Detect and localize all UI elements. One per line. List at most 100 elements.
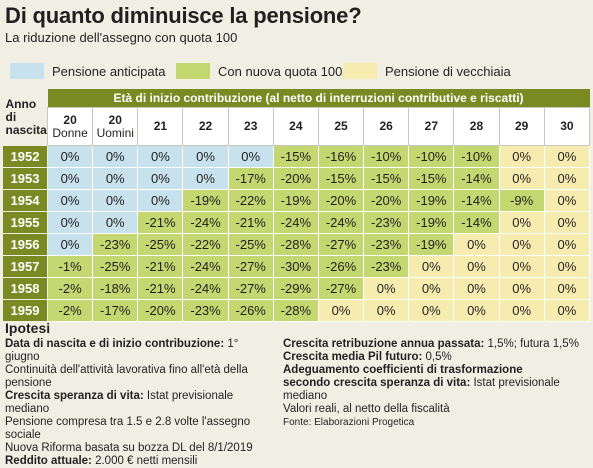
value-cell: -19% (408, 189, 455, 212)
legend-label: Con nuova quota 100 (218, 63, 343, 79)
value-cell: 0% (408, 277, 455, 300)
column-header-label: 22 (198, 119, 213, 133)
value-cell: -25% (92, 255, 139, 278)
value-cell: -18% (92, 277, 139, 300)
value-cell: 0% (317, 299, 365, 322)
value-cell: 0% (182, 167, 229, 190)
column-header-label: 21 (153, 119, 168, 133)
legend-swatch-green (176, 63, 210, 79)
value-cell: -26% (227, 299, 274, 322)
value-cell: -15% (317, 167, 365, 190)
column-header: 26 (363, 107, 410, 146)
note-text: 0,5% (422, 351, 452, 363)
value-cell: -23% (182, 299, 229, 322)
value-cell: 0% (46, 145, 94, 168)
value-cell: 0% (543, 167, 591, 190)
note-text: 1° giugno (5, 338, 239, 363)
column-header: 30 (543, 107, 591, 146)
page-title: Di quanto diminuisce la pensione? (5, 3, 362, 28)
note-line: Adeguamento coefficienti di trasformazio… (283, 364, 588, 377)
column-header: 27 (408, 107, 455, 146)
value-cell: -20% (317, 189, 365, 212)
legend-item-vecchiaia: Pensione di vecchiaia (343, 60, 511, 82)
value-cell: 0% (498, 167, 545, 190)
legend-label: Pensione di vecchiaia (385, 63, 511, 79)
note-text: Istat previsionale mediano (283, 377, 560, 402)
value-cell: 0% (182, 145, 229, 168)
value-cell: -1% (46, 255, 94, 278)
value-cell: -30% (272, 255, 319, 278)
value-cell: 0% (137, 189, 184, 212)
value-cell: -2% (46, 299, 94, 322)
note-line: Crescita speranza di vita: Istat previsi… (5, 390, 275, 416)
column-header-sub: Uomini (96, 125, 134, 140)
value-cell: 0% (543, 189, 591, 212)
note-line: Nuova Riforma basata su bozza DL del 8/1… (5, 442, 275, 455)
table-row: 1959 -2% -17% -20% -23% -26% -28% 0% 0% 0% 0% 0% 0% (2, 299, 591, 322)
value-cell: -22% (227, 189, 274, 212)
column-header: 20 Donne (46, 107, 94, 146)
note-label: secondo crescita speranza di vita: (283, 377, 471, 389)
value-cell: -28% (272, 299, 319, 322)
value-cell: 0% (453, 233, 500, 256)
value-cell: 0% (46, 211, 94, 234)
value-cell: 0% (543, 211, 591, 234)
value-cell: -2% (46, 277, 94, 300)
value-cell: 0% (498, 233, 545, 256)
value-cell: 0% (543, 145, 591, 168)
note-line: Crescita media Pil futuro: 0,5% (283, 351, 588, 364)
birth-year-cell: 1955 (2, 211, 48, 234)
column-header-label: 23 (244, 119, 258, 133)
birth-year-cell: 1954 (2, 189, 48, 212)
note-text: Continuità dell'attività lavorativa fino… (5, 364, 248, 389)
value-cell: 0% (543, 277, 591, 300)
value-cell: 0% (408, 255, 455, 278)
note-text: Valori reali, al netto della fiscalità (283, 403, 450, 415)
legend-swatch-yellow (343, 63, 377, 79)
value-cell: -23% (363, 255, 410, 278)
value-cell: -29% (272, 277, 319, 300)
note-text: 2.000 € netti mensili (91, 455, 198, 467)
table-row: 1957 -1% -25% -21% -24% -27% -30% -26% -23% 0% 0% 0… (2, 255, 591, 278)
column-header-sub: Donne (52, 125, 88, 140)
page-subtitle: La riduzione dell'assegno con quota 100 (5, 30, 238, 45)
column-header: 25 (317, 107, 365, 146)
value-cell: 0% (453, 255, 500, 278)
table-row: 1953 0% 0% 0% 0% -17% -20% -15% -15% -15% -14% 0% 0% (2, 167, 591, 190)
value-cell: -20% (272, 167, 319, 190)
value-cell: -23% (363, 211, 410, 234)
value-cell: -14% (453, 167, 500, 190)
note-line: Continuità dell'attività lavorativa fino… (5, 364, 275, 390)
table-body: 1952 0% 0% 0% 0% 0% -15% -16% -10% -10% -10% 0% 0% 19… (2, 145, 591, 322)
note-label: Crescita speranza di vita: (5, 390, 144, 402)
column-header: 20 Uomini (92, 107, 139, 146)
birth-year-cell: 1953 (2, 167, 48, 190)
value-cell: -14% (453, 211, 500, 234)
column-header: 23 (227, 107, 274, 146)
note-line: Crescita retribuzione annua passata: 1,5… (283, 338, 588, 351)
value-cell: 0% (46, 233, 94, 256)
birth-year-cell: 1957 (2, 255, 48, 278)
value-cell: -21% (137, 211, 184, 234)
note-label: Reddito attuale: (5, 455, 92, 467)
value-cell: -19% (272, 189, 319, 212)
value-cell: -19% (408, 233, 455, 256)
column-header: 28 (453, 107, 500, 146)
value-cell: 0% (498, 299, 545, 322)
value-cell: 0% (543, 233, 591, 256)
table-row: 1952 0% 0% 0% 0% 0% -15% -16% -10% -10% -10% 0% 0% (2, 145, 591, 168)
value-cell: -19% (408, 211, 455, 234)
legend-item-quota100: Con nuova quota 100 (176, 60, 342, 82)
value-cell: -17% (92, 299, 139, 322)
column-header: 21 (137, 107, 184, 146)
table-row: 1958 -2% -18% -21% -24% -27% -29% -27% 0% 0% 0% 0% 0… (2, 277, 591, 300)
note-line: Pensione compresa tra 1.5 e 2.8 volte l'… (5, 416, 275, 442)
value-cell: -25% (137, 233, 184, 256)
value-cell: -20% (363, 189, 410, 212)
column-header: 29 (498, 107, 545, 146)
value-cell: 0% (137, 167, 184, 190)
value-cell: -27% (317, 233, 365, 256)
value-cell: -16% (317, 145, 365, 168)
value-cell: -24% (182, 255, 229, 278)
value-cell: -27% (227, 255, 274, 278)
